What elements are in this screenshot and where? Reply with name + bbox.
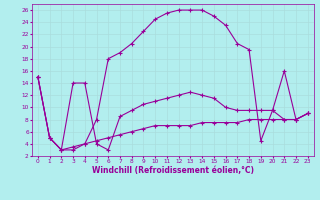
X-axis label: Windchill (Refroidissement éolien,°C): Windchill (Refroidissement éolien,°C) [92, 166, 254, 175]
